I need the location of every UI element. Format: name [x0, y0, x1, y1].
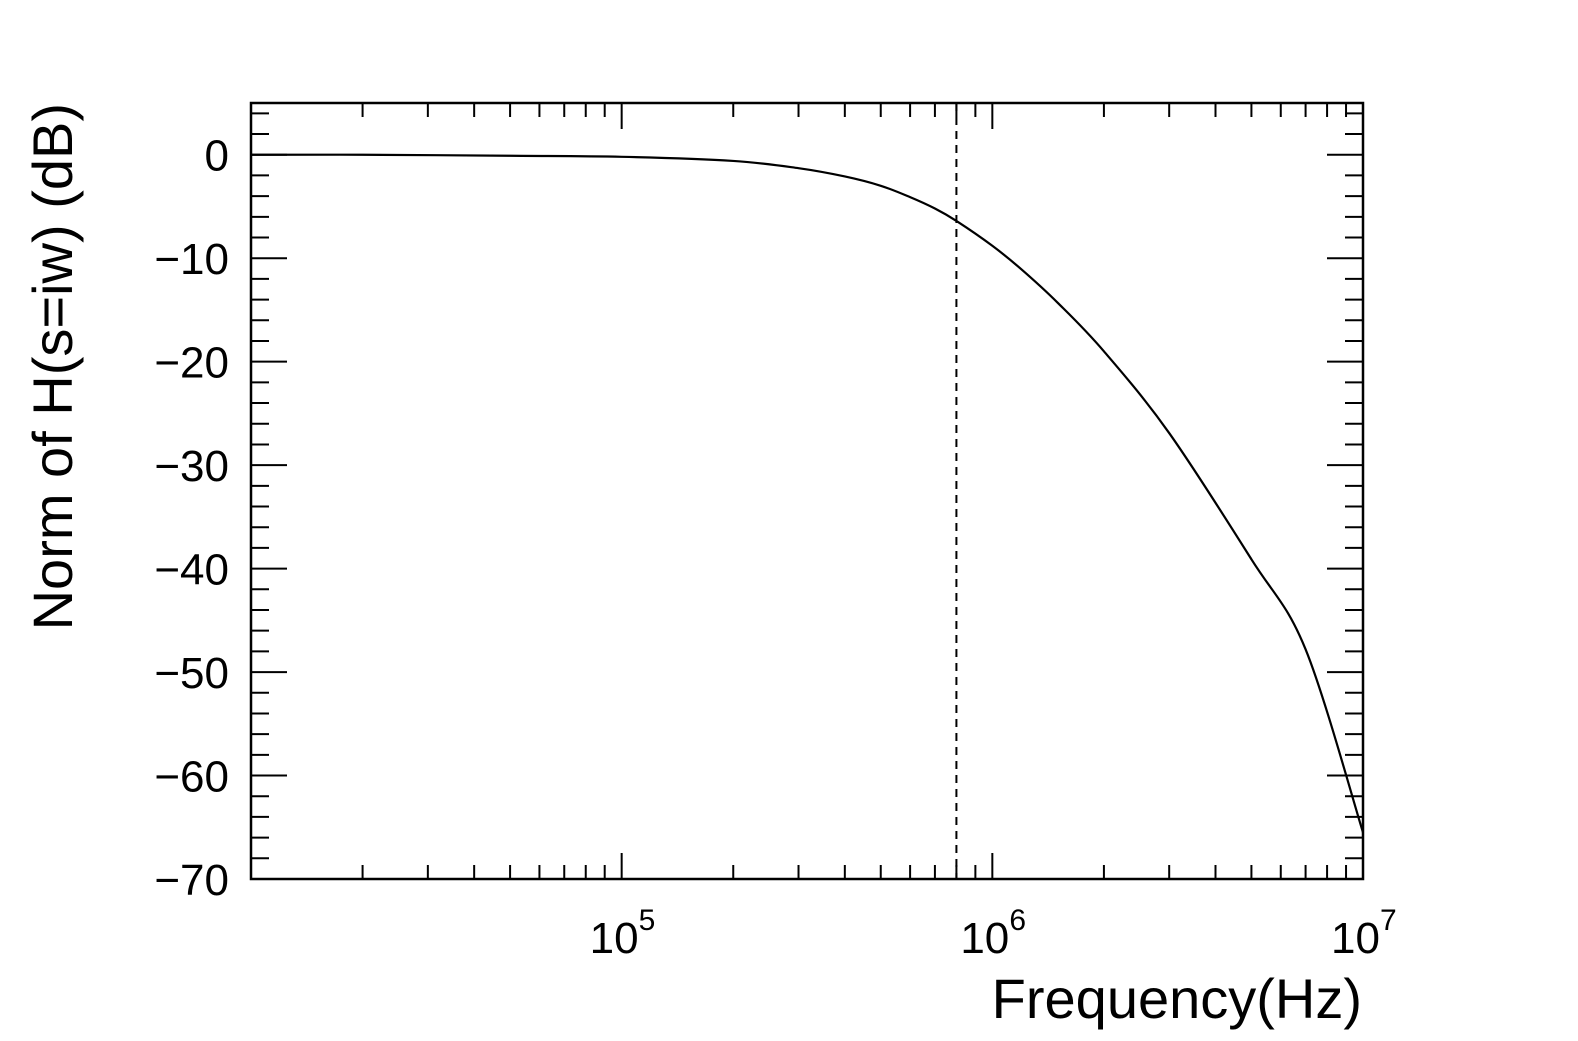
- x-tick-label-base: 10: [960, 914, 1009, 963]
- y-tick-label: −60: [154, 753, 229, 802]
- x-tick-label-exponent: 6: [1009, 904, 1026, 937]
- x-tick-labels: 10 5 10 6 10 7: [590, 904, 1397, 963]
- axis-ticks: [251, 103, 1364, 880]
- y-tick-label: −20: [154, 339, 229, 388]
- x-tick-label-exponent: 7: [1380, 904, 1397, 937]
- plot-frame: [249, 101, 1365, 881]
- y-tick-labels: 0 −10 −20 −30 −40 −50 −60 −70: [154, 132, 229, 905]
- y-tick-label: −10: [154, 235, 229, 284]
- y-tick-label: 0: [205, 132, 229, 181]
- y-tick-label: −50: [154, 649, 229, 698]
- x-tick-label-base: 10: [590, 914, 639, 963]
- y-tick-label: −40: [154, 546, 229, 595]
- y-axis-title: Norm of H(s=iw) (dB): [21, 103, 84, 630]
- series-line: [250, 153, 1365, 833]
- x-tick-label-base: 10: [1331, 914, 1380, 963]
- x-tick-label-exponent: 5: [639, 904, 656, 937]
- x-axis-title: Frequency(Hz): [992, 967, 1362, 1030]
- y-tick-label: −30: [154, 442, 229, 491]
- y-tick-label: −70: [154, 856, 229, 905]
